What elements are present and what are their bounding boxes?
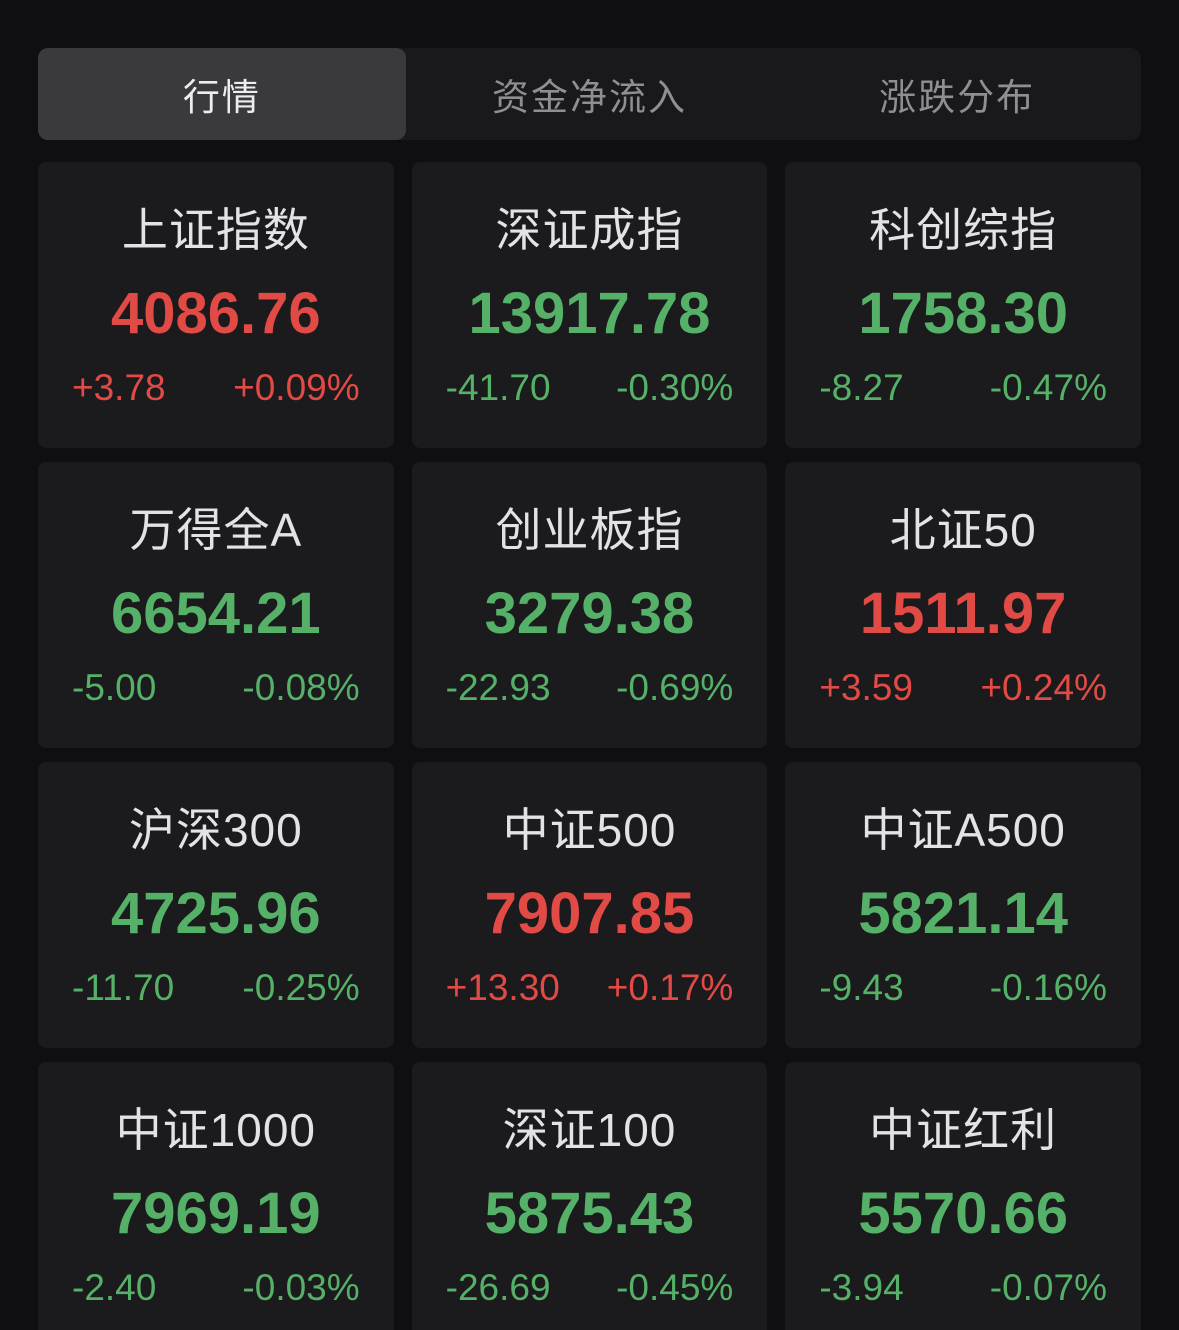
index-card-csi1000[interactable]: 中证1000 7969.19 -2.40 -0.03% (38, 1062, 394, 1330)
index-name: 科创综指 (869, 204, 1058, 256)
tab-bar: 行情 资金净流入 涨跌分布 (38, 48, 1141, 140)
index-change-row: +13.30 +0.17% (412, 966, 768, 1010)
index-change: -11.70 (72, 967, 175, 1008)
index-card-chinext[interactable]: 创业板指 3279.38 -22.93 -0.69% (411, 462, 768, 748)
index-change: -3.94 (819, 1267, 904, 1308)
index-change-percent: +0.17% (606, 967, 734, 1008)
tab-advance-decline-distribution[interactable]: 涨跌分布 (879, 77, 1036, 118)
index-name: 沪深300 (128, 804, 303, 856)
index-change-row: -22.93 -0.69% (412, 666, 768, 710)
index-card-shanghai-composite[interactable]: 上证指数 4086.76 +3.78 +0.09% (38, 162, 394, 448)
index-change: -22.93 (445, 667, 551, 708)
index-change: -26.69 (445, 1267, 551, 1308)
index-change-percent: -0.25% (242, 967, 360, 1008)
index-change-percent: -0.16% (989, 967, 1107, 1008)
index-name: 中证1000 (115, 1104, 316, 1156)
index-name: 上证指数 (121, 204, 310, 256)
index-value: 7969.19 (111, 1181, 321, 1246)
index-name: 中证红利 (869, 1104, 1058, 1156)
index-change-row: +3.59 +0.24% (785, 666, 1141, 710)
index-change-row: -41.70 -0.30% (412, 366, 768, 410)
tab-net-capital-inflow[interactable]: 资金净流入 (492, 77, 687, 118)
index-card-grid: 上证指数 4086.76 +3.78 +0.09% 深证成指 13917.78 … (38, 162, 1141, 1330)
index-change: +3.59 (819, 667, 913, 708)
tab-quotes[interactable]: 行情 (38, 48, 406, 140)
index-card-wind-all-a[interactable]: 万得全A 6654.21 -5.00 -0.08% (38, 462, 394, 748)
index-change-percent: -0.08% (242, 667, 360, 708)
index-card-csi300[interactable]: 沪深300 4725.96 -11.70 -0.25% (38, 762, 394, 1048)
index-name: 北证50 (889, 504, 1037, 556)
index-card-star-composite[interactable]: 科创综指 1758.30 -8.27 -0.47% (785, 162, 1141, 448)
index-value: 4086.76 (111, 281, 321, 346)
index-value: 1758.30 (858, 281, 1068, 346)
index-change-row: -26.69 -0.45% (412, 1266, 768, 1310)
index-name: 深证100 (502, 1104, 677, 1156)
index-value: 5570.66 (858, 1181, 1068, 1246)
index-value: 1511.97 (859, 581, 1067, 646)
index-change: +13.30 (445, 967, 560, 1008)
index-change: -8.27 (819, 367, 904, 408)
index-change-row: -9.43 -0.16% (785, 966, 1141, 1010)
index-change-percent: -0.30% (616, 367, 734, 408)
index-change-percent: +0.09% (233, 367, 360, 408)
index-change: -2.40 (72, 1267, 157, 1308)
index-value: 6654.21 (111, 581, 321, 646)
index-change-percent: -0.45% (616, 1267, 734, 1308)
index-card-csi500[interactable]: 中证500 7907.85 +13.30 +0.17% (411, 762, 768, 1048)
index-value: 3279.38 (484, 581, 695, 646)
index-change-row: +3.78 +0.09% (38, 366, 394, 410)
index-change-row: -8.27 -0.47% (785, 366, 1141, 410)
index-change-row: -5.00 -0.08% (38, 666, 394, 710)
index-change: +3.78 (72, 367, 166, 408)
index-card-bse50[interactable]: 北证50 1511.97 +3.59 +0.24% (785, 462, 1141, 748)
index-name: 中证A500 (860, 804, 1066, 856)
index-name: 创业板指 (495, 504, 684, 556)
index-name: 深证成指 (495, 204, 684, 256)
index-card-shenzhen100[interactable]: 深证100 5875.43 -26.69 -0.45% (411, 1062, 768, 1330)
index-change: -41.70 (445, 367, 551, 408)
index-change-row: -11.70 -0.25% (38, 966, 394, 1010)
index-value: 7907.85 (484, 881, 695, 946)
index-card-csi-dividend[interactable]: 中证红利 5570.66 -3.94 -0.07% (785, 1062, 1141, 1330)
index-change: -9.43 (819, 967, 904, 1008)
index-change-row: -2.40 -0.03% (38, 1266, 394, 1310)
index-card-shenzhen-component[interactable]: 深证成指 13917.78 -41.70 -0.30% (411, 162, 768, 448)
index-name: 万得全A (129, 504, 303, 556)
index-change: -5.00 (72, 667, 157, 708)
index-value: 4725.96 (111, 881, 321, 946)
index-value: 5875.43 (484, 1181, 695, 1246)
index-value: 5821.14 (858, 881, 1068, 946)
index-change-percent: -0.69% (616, 667, 734, 708)
index-change-percent: -0.03% (242, 1267, 360, 1308)
index-change-row: -3.94 -0.07% (785, 1266, 1141, 1310)
index-value: 13917.78 (468, 281, 711, 346)
index-change-percent: +0.24% (980, 667, 1107, 708)
index-change-percent: -0.07% (989, 1267, 1107, 1308)
index-name: 中证500 (502, 804, 677, 856)
index-change-percent: -0.47% (989, 367, 1107, 408)
index-card-csi-a500[interactable]: 中证A500 5821.14 -9.43 -0.16% (785, 762, 1141, 1048)
